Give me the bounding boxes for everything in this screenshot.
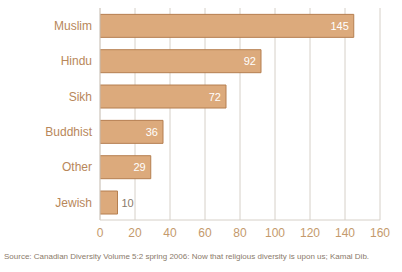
- svg-text:145: 145: [330, 20, 348, 32]
- svg-text:Buddhist: Buddhist: [45, 125, 92, 139]
- svg-text:72: 72: [209, 91, 221, 103]
- svg-text:Muslim: Muslim: [54, 19, 92, 33]
- svg-text:60: 60: [198, 226, 212, 240]
- html-text:Source: Canadian Diversity Vol: Source: Canadian Diversity Volume 5:2 sp…: [4, 252, 370, 261]
- svg-text:Sikh: Sikh: [69, 90, 92, 104]
- svg-text:29: 29: [134, 161, 146, 173]
- svg-text:92: 92: [244, 55, 256, 67]
- svg-text:140: 140: [335, 226, 355, 240]
- svg-text:120: 120: [300, 226, 320, 240]
- svg-text:36: 36: [146, 126, 158, 138]
- svg-text:100: 100: [265, 226, 285, 240]
- svg-text:Other: Other: [62, 160, 92, 174]
- svg-text:40: 40: [163, 226, 177, 240]
- svg-text:20: 20: [128, 226, 142, 240]
- svg-text:Jewish: Jewish: [55, 196, 92, 210]
- svg-text:160: 160: [370, 226, 390, 240]
- svg-text:80: 80: [233, 226, 247, 240]
- svg-text:10: 10: [122, 197, 134, 209]
- svg-text:Hindu: Hindu: [61, 54, 92, 68]
- svg-text:0: 0: [97, 226, 104, 240]
